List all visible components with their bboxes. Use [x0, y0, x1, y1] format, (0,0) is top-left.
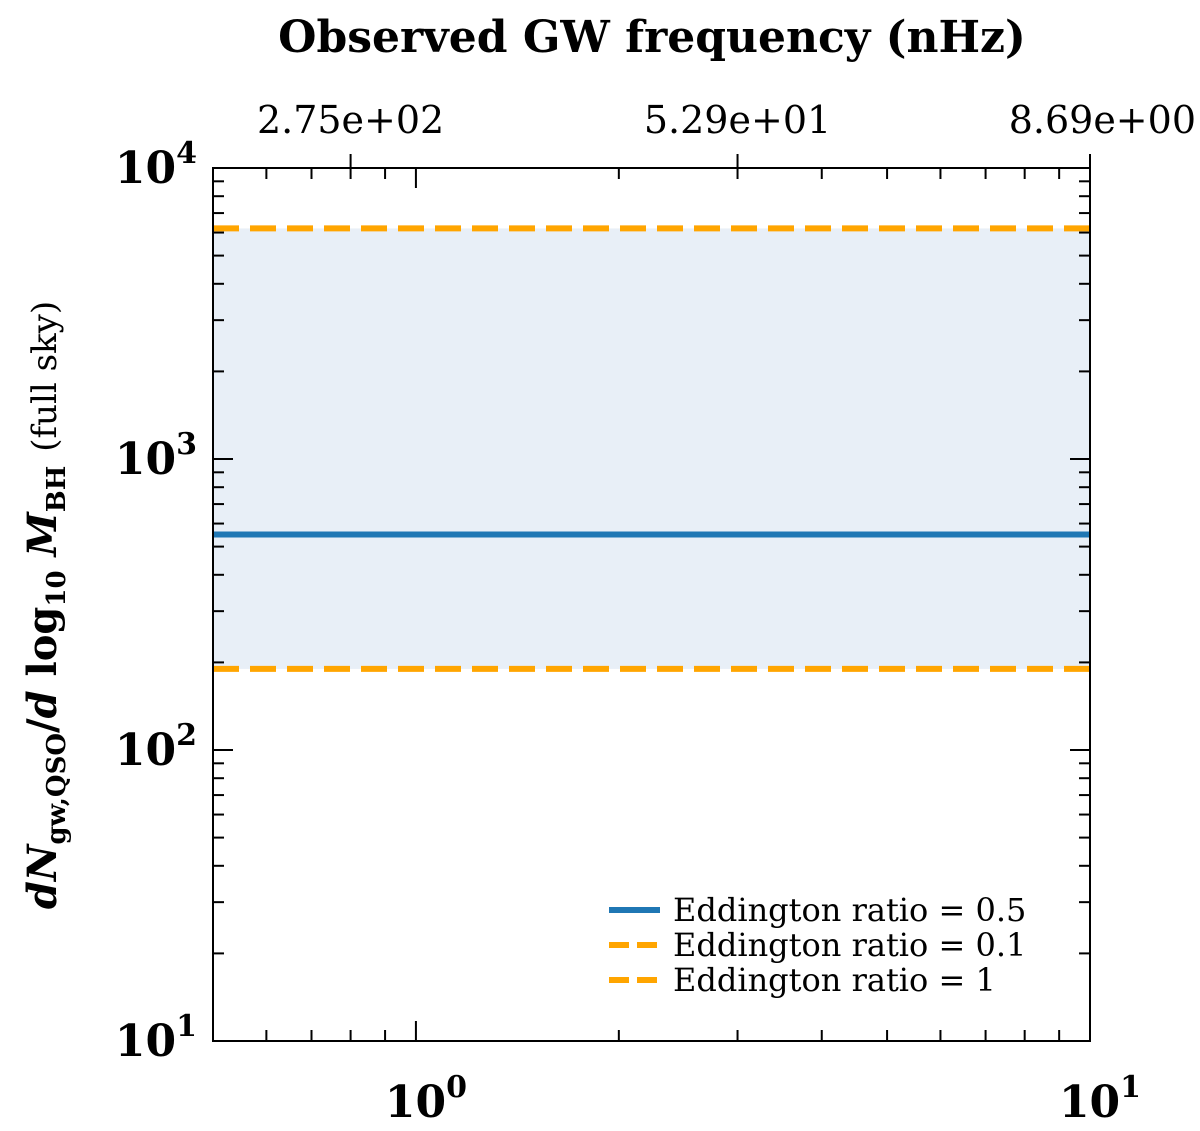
shaded-band — [213, 228, 1090, 669]
top-axis-tick-label-1: 5.29e+01 — [644, 98, 831, 142]
top-axis-tick-label-2: 8.69e+00 — [1009, 98, 1196, 142]
plot-frame — [212, 167, 1091, 1042]
top-axis-tick-label-0: 2.75e+02 — [257, 98, 444, 142]
chart-title: Observed GW frequency (nHz) — [278, 12, 1026, 63]
legend-label-2: Eddington ratio = 1 — [673, 961, 996, 999]
ylabel-d2: d — [19, 690, 66, 718]
y-axis-label: dNgw,QSO/d log10 MBH (full sky) — [19, 301, 72, 909]
y-tick-label-1: 102 — [115, 718, 197, 776]
legend-label-1: Eddington ratio = 0.1 — [673, 926, 1026, 964]
y-tick-label-0: 101 — [115, 1009, 197, 1067]
ylabel-log: log — [19, 607, 66, 677]
ylabel-slash: / — [19, 718, 66, 733]
ylabel-M: M — [19, 511, 66, 559]
ylabel-suffix: (full sky) — [25, 301, 65, 452]
ticks-layer — [212, 154, 1091, 1042]
series-layer — [213, 225, 1090, 672]
y-tick-label-2: 103 — [115, 427, 197, 485]
y-tick-label-3: 104 — [115, 136, 197, 194]
shaded-band-layer — [213, 228, 1090, 669]
ylabel-logsub: 10 — [42, 570, 72, 606]
legend-label-0: Eddington ratio = 0.5 — [673, 891, 1026, 929]
ylabel-N: N — [19, 843, 66, 883]
x-tick-label-0: 100 — [385, 1070, 467, 1128]
svg-text:dNgw,QSO/d log10 MBH (full sky: dNgw,QSO/d log10 MBH (full sky) — [19, 301, 72, 909]
x-tick-label-1: 101 — [1059, 1070, 1141, 1128]
ylabel-d1: d — [19, 881, 66, 909]
tick-labels-layer: 101 102 103 104 100 101 2.75e+02 5.29e+01 8.69e+… — [115, 98, 1196, 1128]
ylabel-msub: BH — [42, 466, 72, 513]
ylabel-sub: gw,QSO — [42, 733, 72, 845]
